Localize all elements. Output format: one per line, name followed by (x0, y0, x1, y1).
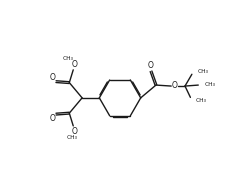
Text: CH₃: CH₃ (197, 69, 208, 74)
Text: O: O (71, 127, 77, 136)
Text: CH₃: CH₃ (196, 98, 207, 103)
Text: O: O (50, 114, 55, 123)
Text: CH₃: CH₃ (66, 135, 77, 140)
Text: O: O (148, 61, 154, 70)
Text: O: O (50, 73, 55, 82)
Text: CH₃: CH₃ (62, 56, 73, 61)
Text: O: O (71, 60, 77, 69)
Text: O: O (172, 81, 178, 90)
Text: CH₃: CH₃ (204, 82, 215, 87)
